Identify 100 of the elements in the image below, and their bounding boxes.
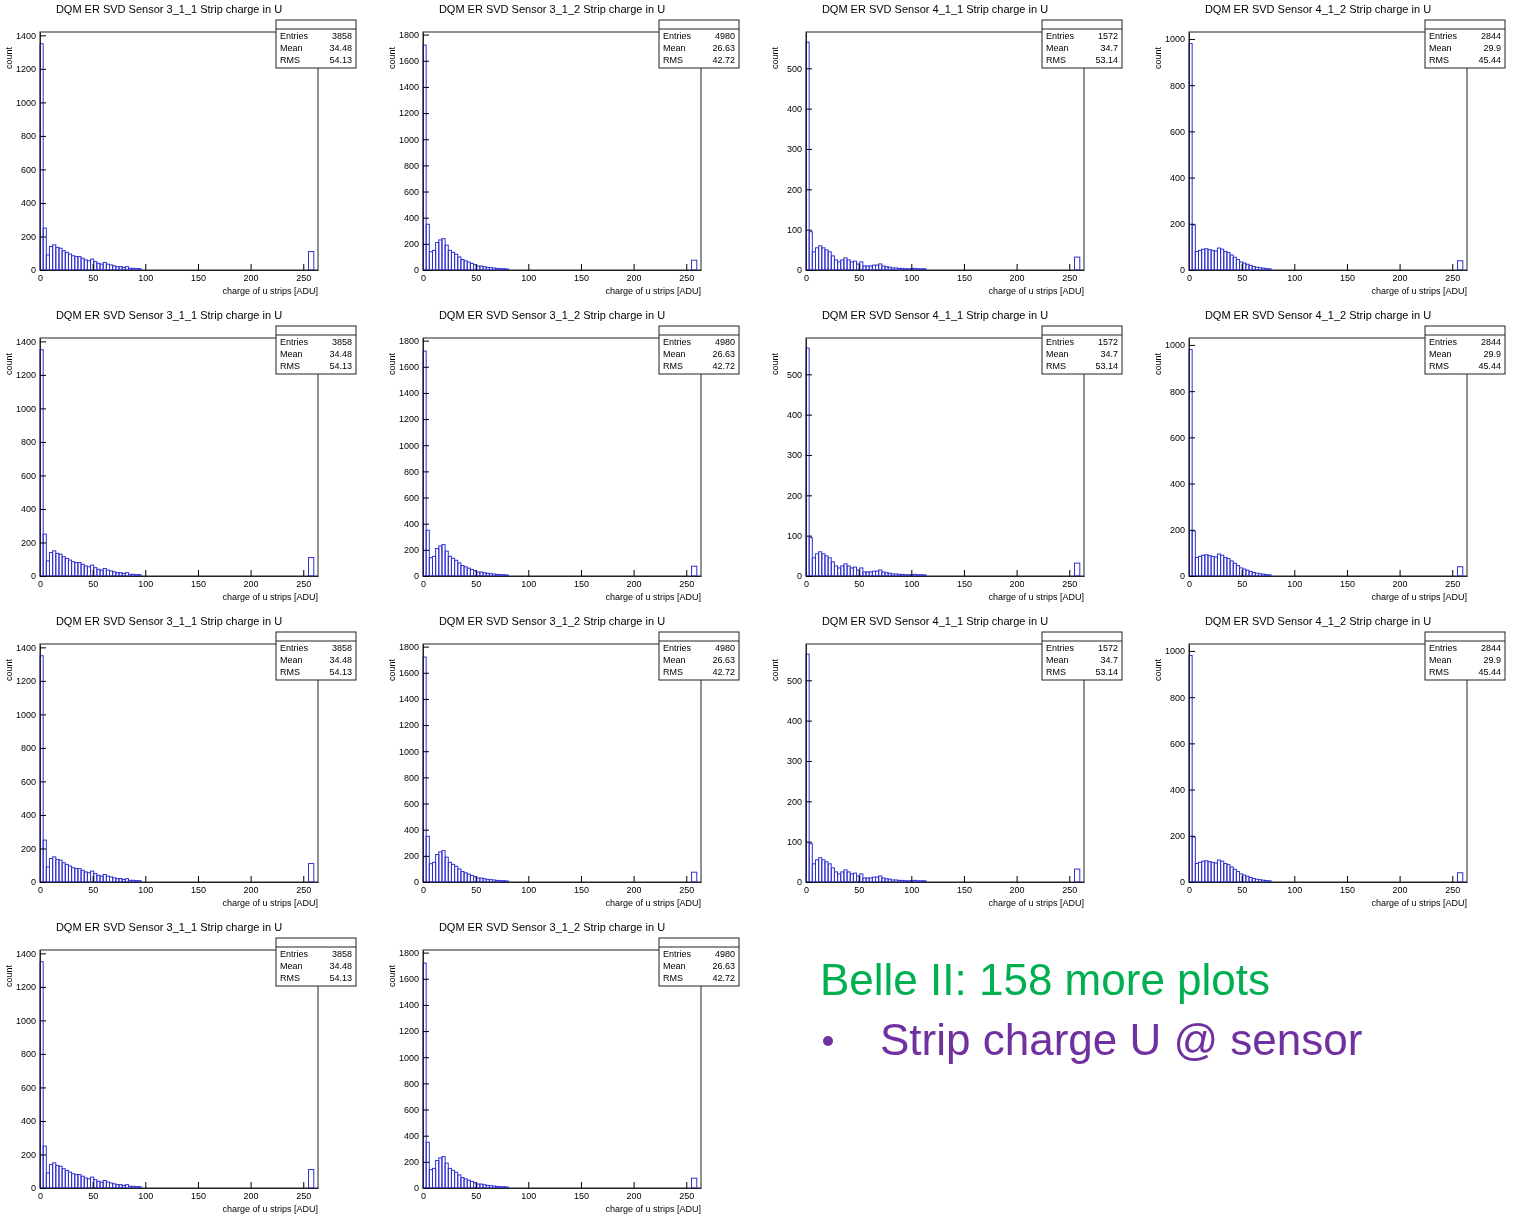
x-tick-label: 0 (37, 885, 44, 896)
y-tick-label: 600 (1169, 126, 1185, 137)
annotation: Mean (1046, 43, 1069, 53)
x-tick-label: 150 (573, 273, 589, 284)
x-tick-label: 250 (679, 579, 695, 590)
y-axis-title: count (387, 658, 397, 682)
y-tick-label: 400 (20, 504, 36, 515)
y-axis-title: count (4, 46, 14, 70)
chart-title: DQM ER SVD Sensor 3_1_2 Strip charge in U (438, 615, 666, 627)
x-tick-label: 150 (573, 579, 589, 590)
y-tick-label: 1000 (398, 134, 419, 145)
annotation: Mean (1046, 655, 1069, 665)
y-tick-label: 1000 (15, 1015, 36, 1026)
y-axis-title: count (1153, 352, 1163, 376)
y-tick-label: 1200 (15, 370, 36, 381)
annotation: Mean (280, 655, 303, 665)
y-tick-label: 1200 (15, 982, 36, 993)
y-axis-title: count (4, 964, 14, 988)
chart-title: DQM ER SVD Sensor 3_1_1 Strip charge in U (55, 921, 283, 933)
annotation: RMS (1046, 361, 1066, 371)
x-tick-label: 150 (956, 579, 972, 590)
y-tick-label: 200 (1169, 831, 1185, 842)
y-tick-label: 300 (786, 450, 802, 461)
x-tick-label: 100 (904, 579, 920, 590)
y-tick-label: 1000 (1164, 340, 1185, 351)
text: 45.44 (1478, 55, 1501, 65)
chart-title: DQM ER SVD Sensor 3_1_1 Strip charge in U (55, 615, 283, 627)
x-tick-label: 100 (138, 273, 154, 284)
y-tick-label: 0 (796, 265, 802, 276)
x-tick-label: 100 (904, 885, 920, 896)
text: 3858 (331, 643, 352, 653)
text: 26.63 (712, 43, 735, 53)
y-tick-label: 200 (403, 1157, 419, 1168)
annotation: Mean (663, 43, 686, 53)
x-tick-label: 100 (1287, 273, 1303, 284)
x-tick-label: 200 (1392, 885, 1408, 896)
x-tick-label: 200 (626, 1191, 642, 1202)
y-tick-label: 100 (786, 225, 802, 236)
x-tick-label: 100 (521, 885, 537, 896)
annotation: RMS (280, 973, 300, 983)
x-tick-label: 150 (956, 273, 972, 284)
y-tick-label: 1200 (398, 1026, 419, 1037)
annotation: Mean (663, 655, 686, 665)
x-tick-label: 50 (1237, 885, 1248, 896)
text: 2844 (1480, 643, 1501, 653)
y-tick-label: 1200 (15, 676, 36, 687)
annotation: Entries (280, 337, 309, 347)
y-tick-label: 400 (786, 104, 802, 115)
y-tick-label: 1000 (1164, 34, 1185, 45)
text: 53.14 (1095, 55, 1118, 65)
y-tick-label: 800 (403, 160, 419, 171)
text: 54.13 (329, 55, 352, 65)
y-tick-label: 1400 (398, 1000, 419, 1011)
y-tick-label: 300 (786, 756, 802, 767)
x-tick-label: 150 (573, 1191, 589, 1202)
text: 4980 (714, 31, 735, 41)
x-axis-title: charge of u strips [ADU] (988, 286, 1084, 296)
text: 1572 (1097, 31, 1118, 41)
y-tick-label: 1200 (398, 108, 419, 119)
y-tick-label: 600 (1169, 432, 1185, 443)
y-tick-label: 200 (20, 231, 36, 242)
text: 4980 (714, 337, 735, 347)
text: 54.13 (329, 361, 352, 371)
x-tick-label: 0 (803, 579, 810, 590)
annotation: RMS (1046, 667, 1066, 677)
text: 34.48 (329, 961, 352, 971)
y-tick-label: 400 (20, 198, 36, 209)
x-axis-title: charge of u strips [ADU] (222, 1204, 318, 1214)
y-tick-label: 800 (1169, 386, 1185, 397)
x-tick-label: 50 (88, 885, 99, 896)
y-tick-label: 0 (1179, 265, 1185, 276)
x-tick-label: 0 (420, 579, 427, 590)
x-axis-title: charge of u strips [ADU] (1371, 592, 1467, 602)
y-axis-title: count (770, 46, 780, 70)
x-tick-label: 250 (1062, 885, 1078, 896)
text: 34.7 (1100, 43, 1118, 53)
y-tick-label: 800 (403, 1078, 419, 1089)
y-tick-label: 600 (403, 1104, 419, 1115)
y-tick-label: 1400 (398, 388, 419, 399)
x-tick-label: 100 (1287, 579, 1303, 590)
y-tick-label: 800 (20, 437, 36, 448)
y-tick-label: 0 (413, 265, 419, 276)
y-tick-label: 400 (20, 1116, 36, 1127)
annotation: RMS (1429, 55, 1449, 65)
y-axis-title: count (1153, 658, 1163, 682)
x-axis-title: charge of u strips [ADU] (605, 898, 701, 908)
y-tick-label: 300 (786, 144, 802, 155)
text: 54.13 (329, 973, 352, 983)
text: 53.14 (1095, 667, 1118, 677)
x-tick-label: 0 (803, 273, 810, 284)
x-tick-label: 50 (854, 579, 865, 590)
chart-title: DQM ER SVD Sensor 3_1_1 Strip charge in U (55, 3, 283, 15)
text: 42.72 (712, 667, 735, 677)
x-tick-label: 150 (190, 579, 206, 590)
y-tick-label: 400 (20, 810, 36, 821)
y-tick-label: 1400 (15, 30, 36, 41)
y-tick-label: 200 (20, 1149, 36, 1160)
y-tick-label: 800 (20, 1049, 36, 1060)
x-tick-label: 0 (37, 579, 44, 590)
chart-title: DQM ER SVD Sensor 3_1_2 Strip charge in U (438, 3, 666, 15)
